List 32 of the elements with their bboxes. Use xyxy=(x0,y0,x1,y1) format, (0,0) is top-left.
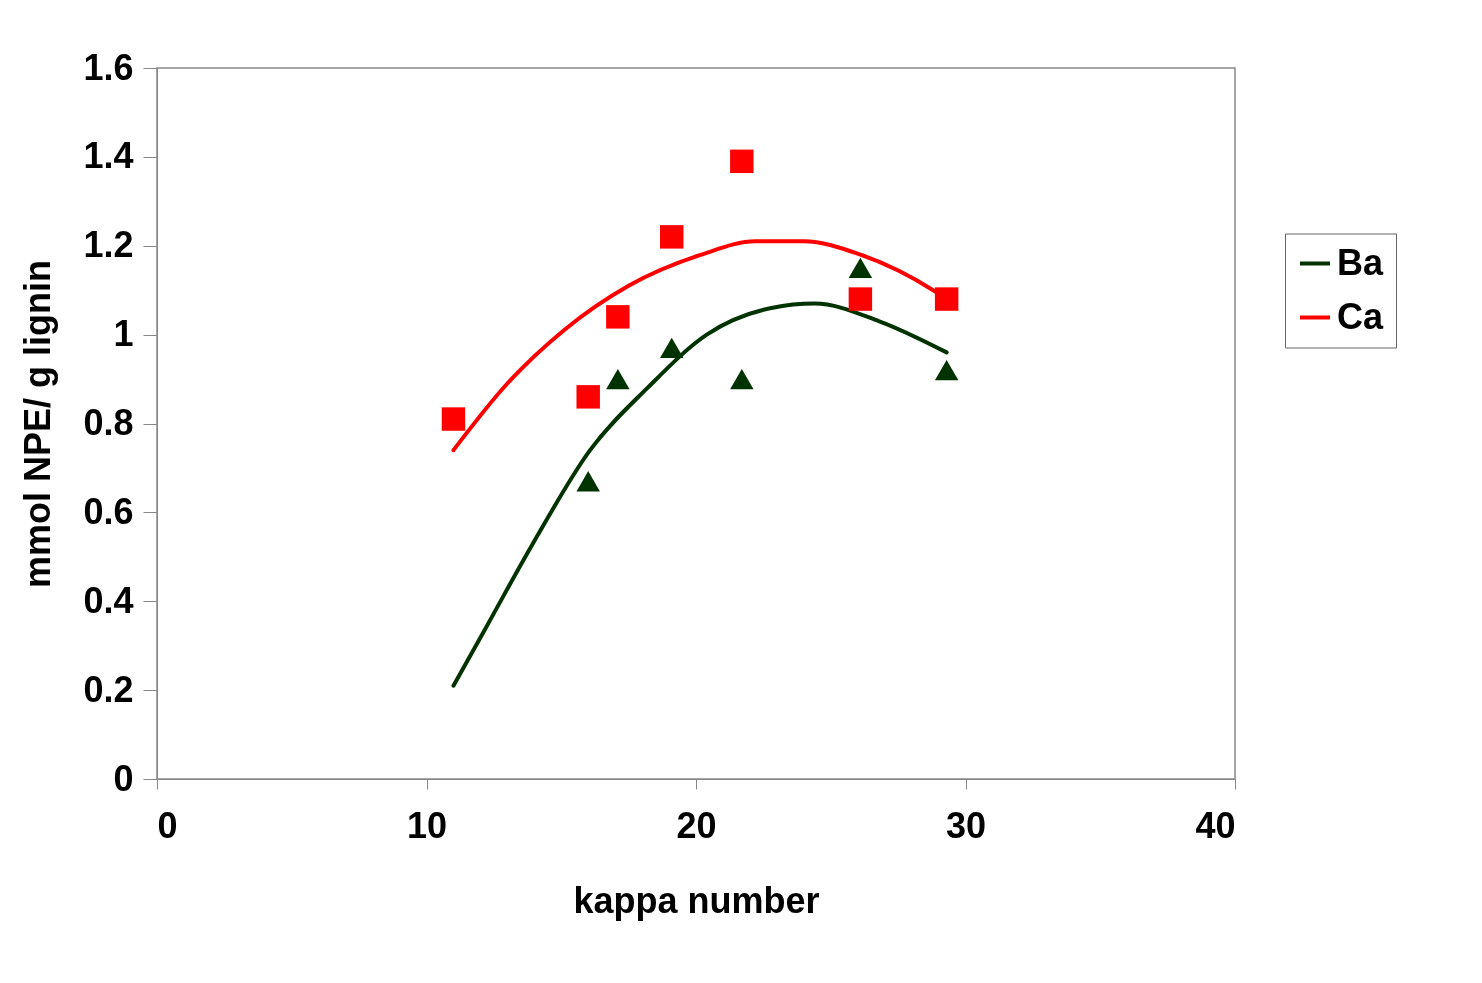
point xyxy=(576,471,600,492)
legend-label: Ba xyxy=(1337,241,1384,283)
y-axis-title: mmol NPE/ g lignin xyxy=(17,259,59,589)
point xyxy=(660,225,684,249)
y-tick-label: 1.4 xyxy=(83,135,134,177)
y-tick-label: 0 xyxy=(113,757,134,799)
point xyxy=(730,368,754,390)
x-tick-label: 10 xyxy=(406,804,448,846)
line-series xyxy=(451,301,949,688)
y-tick-label: 1 xyxy=(113,313,134,355)
x-tick-label: 20 xyxy=(676,804,717,846)
point xyxy=(848,257,873,279)
y-tick-label: 1.2 xyxy=(83,224,134,266)
legend-label: Ca xyxy=(1337,295,1384,337)
y-tick-label: 1.6 xyxy=(83,46,134,88)
y-tick-label: 0.4 xyxy=(83,579,134,621)
point xyxy=(660,337,684,359)
x-tick-label: 30 xyxy=(945,804,987,846)
point xyxy=(606,368,630,390)
y-tick-label: 0.6 xyxy=(83,490,134,532)
point xyxy=(576,385,600,409)
point xyxy=(606,305,630,329)
x-tick-label: 0 xyxy=(157,804,178,846)
point xyxy=(730,149,754,174)
point xyxy=(441,407,466,431)
y-tick-label: 0.8 xyxy=(83,402,134,443)
x-axis-title: kappa number xyxy=(573,879,820,921)
point xyxy=(934,287,959,311)
point xyxy=(848,287,873,311)
y-tick-label: 0.2 xyxy=(83,668,134,710)
point xyxy=(934,360,959,381)
x-tick-label: 40 xyxy=(1195,804,1236,846)
